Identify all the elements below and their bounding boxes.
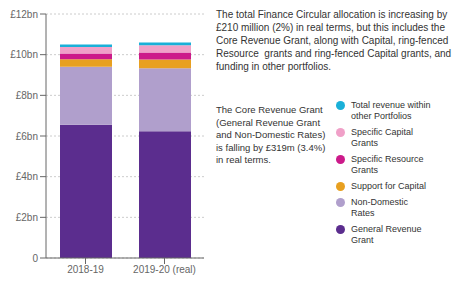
svg-text:£2bn: £2bn — [16, 212, 38, 223]
html-text:The total Finance Circular all: The total Finance Circular allocation is… — [216, 9, 454, 72]
html-text:The Core Revenue Grant (Genera: The Core Revenue Grant (General Revenue … — [216, 104, 328, 165]
svg-text:0: 0 — [32, 253, 38, 264]
html-text:Total revenue within other Por: Total revenue within other Portfolios — [351, 100, 431, 121]
svg-text:2019-20 (real): 2019-20 (real) — [133, 264, 196, 275]
html-text:Specific Resource Grants: Specific Resource Grants — [351, 154, 424, 175]
svg-text:2018-19: 2018-19 — [67, 264, 104, 275]
html-text:Non-Domestic Rates: Non-Domestic Rates — [351, 197, 408, 218]
html-text:General Revenue Grant: General Revenue Grant — [351, 224, 422, 245]
svg-text:£12bn: £12bn — [10, 9, 38, 20]
svg-text:£6bn: £6bn — [16, 131, 38, 142]
html-text:Specific Capital Grants: Specific Capital Grants — [351, 127, 413, 148]
html-text:Support for Capital: Support for Capital — [351, 181, 426, 191]
svg-text:£10bn: £10bn — [10, 49, 38, 60]
svg-text:£8bn: £8bn — [16, 90, 38, 101]
svg-text:£4bn: £4bn — [16, 171, 38, 182]
